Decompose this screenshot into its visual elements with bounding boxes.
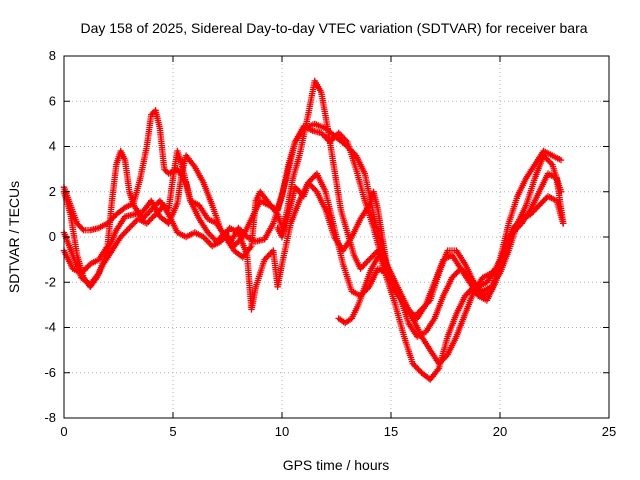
x-tick-label: 0 [60, 424, 67, 439]
y-tick-label: 4 [49, 139, 56, 154]
x-axis-ticks: 0 5 10 15 20 25 [60, 56, 616, 439]
y-tick-label: 8 [49, 48, 56, 63]
x-tick-label: 25 [602, 424, 616, 439]
series-track-6 [335, 254, 382, 327]
series-markers [274, 179, 512, 367]
x-axis-label: GPS time / hours [283, 457, 390, 473]
chart-title: Day 158 of 2025, Sidereal Day-to-day VTE… [80, 20, 587, 36]
y-tick-label: -2 [44, 274, 56, 289]
series-track-5 [274, 179, 512, 367]
plot-points [60, 77, 567, 383]
x-tick-label: 5 [169, 424, 176, 439]
x-tick-label: 15 [384, 424, 398, 439]
series-markers [60, 122, 567, 340]
y-axis-label: SDTVAR / TECUs [6, 181, 22, 293]
y-tick-label: -4 [44, 320, 56, 335]
y-tick-label: -8 [44, 410, 56, 425]
y-tick-label: 0 [49, 229, 56, 244]
y-tick-label: 2 [49, 184, 56, 199]
y-axis-ticks: -8 -6 -4 -2 0 2 4 6 8 [44, 48, 609, 425]
x-tick-label: 10 [275, 424, 289, 439]
x-tick-label: 20 [493, 424, 507, 439]
y-tick-label: 6 [49, 93, 56, 108]
series-track-4 [60, 122, 567, 340]
y-tick-label: -6 [44, 365, 56, 380]
series-markers [335, 254, 382, 327]
